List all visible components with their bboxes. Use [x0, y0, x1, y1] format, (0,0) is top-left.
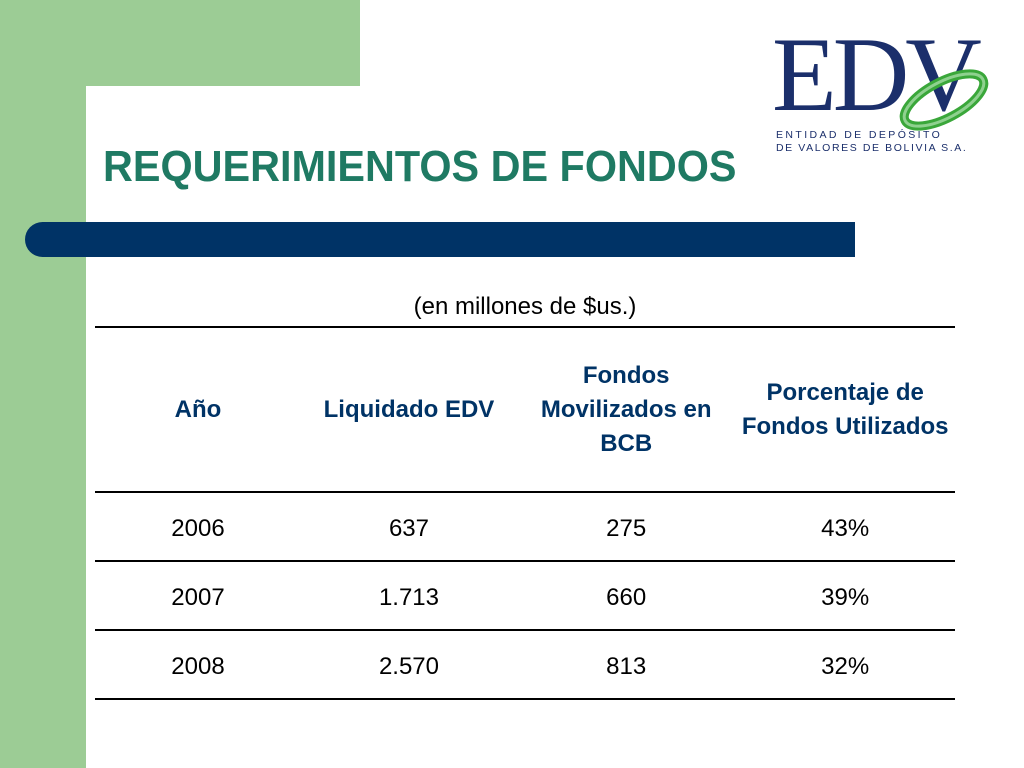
cell-liquidado: 2.570 — [300, 630, 517, 700]
edv-logo: EDV ENTIDAD DE DEPÓSITO DE VALORES DE BO… — [772, 22, 1002, 157]
header-year: Año — [95, 326, 301, 493]
cell-porcentaje: 32% — [735, 630, 955, 700]
cell-liquidado: 1.713 — [300, 561, 517, 631]
cell-year: 2006 — [95, 492, 301, 562]
decorative-rounded-corner — [86, 86, 206, 206]
cell-porcentaje: 39% — [735, 561, 955, 631]
table-header-row: Año Liquidado EDV Fondos Movilizados en … — [95, 326, 955, 493]
cell-year: 2007 — [95, 561, 301, 631]
cell-fondos: 813 — [517, 630, 736, 700]
cell-fondos: 275 — [517, 492, 736, 562]
decorative-green-top — [0, 0, 360, 86]
logo-swoosh-icon — [899, 69, 989, 131]
decorative-green-band — [0, 0, 86, 768]
table-row: 2008 2.570 813 32% — [95, 630, 955, 700]
header-fondos-movilizados: Fondos Movilizados en BCB — [517, 326, 736, 493]
header-liquidado-edv: Liquidado EDV — [300, 326, 517, 493]
funding-requirements-table: Año Liquidado EDV Fondos Movilizados en … — [95, 326, 955, 700]
table-units-caption: (en millones de $us.) — [413, 293, 637, 320]
cell-liquidado: 637 — [300, 492, 517, 562]
cell-year: 2008 — [95, 630, 301, 700]
logo-tagline-2: DE VALORES DE BOLIVIA S.A. — [776, 142, 968, 154]
header-porcentaje: Porcentaje de Fondos Utilizados — [735, 326, 955, 493]
title-underline-bar — [25, 222, 855, 257]
slide-title: REQUERIMIENTOS DE FONDOS — [103, 142, 737, 191]
table-row: 2006 637 275 43% — [95, 492, 955, 562]
cell-porcentaje: 43% — [735, 492, 955, 562]
cell-fondos: 660 — [517, 561, 736, 631]
logo-tagline-1: ENTIDAD DE DEPÓSITO — [776, 129, 943, 141]
table-row: 2007 1.713 660 39% — [95, 561, 955, 631]
